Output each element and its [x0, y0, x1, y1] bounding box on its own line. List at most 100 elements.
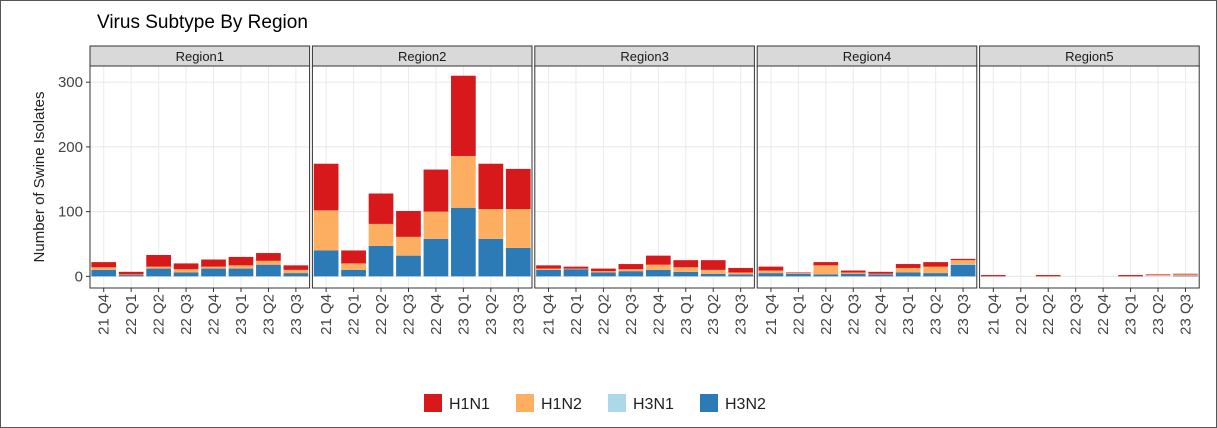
y-axis-label: Number of Swine Isolates [31, 92, 48, 263]
bar-segment [758, 273, 784, 277]
x-tick-label: 22 Q3 [178, 294, 195, 335]
bar-segment [118, 271, 144, 275]
bar-segment [313, 210, 339, 251]
bar-segment [645, 264, 671, 270]
panel [757, 66, 977, 288]
panel-border [534, 65, 755, 289]
x-tick-label: 23 Q1 [1123, 294, 1140, 335]
bar-segment [868, 273, 894, 275]
bar-segment [591, 268, 616, 272]
bar-segment [201, 268, 226, 277]
x-tick-label: 22 Q1 [568, 294, 585, 335]
bar-segment [341, 263, 366, 270]
bar-segment [786, 272, 811, 274]
bar-segment [840, 272, 866, 274]
x-tick-label: 23 Q1 [233, 294, 250, 335]
x-tick-label: 23 Q3 [510, 294, 527, 335]
x-tick-label: 21 Q4 [96, 294, 113, 335]
x-tick-label: 22 Q3 [1068, 294, 1085, 335]
bar-segment [313, 250, 339, 277]
bar-segment [1145, 275, 1171, 276]
chart-title: Virus Subtype By Region [97, 12, 308, 33]
facet-label: Region4 [843, 49, 891, 64]
x-tick-label: 23 Q3 [955, 294, 972, 335]
x-tick-label: 22 Q1 [1013, 294, 1030, 335]
bar-segment [505, 168, 531, 210]
bar-segment [451, 155, 476, 208]
bar-segment [396, 210, 421, 237]
x-tick-label: 22 Q1 [346, 294, 363, 335]
bar-segment [91, 267, 117, 270]
bar-segment [950, 264, 976, 265]
bar-segment [923, 262, 948, 267]
x-tick-label: 22 Q2 [595, 294, 612, 335]
bar-segment [423, 238, 449, 277]
y-tick-label: 200 [58, 139, 83, 156]
x-tick-label: 22 Q2 [1040, 294, 1057, 335]
legend-label: H1N1 [449, 396, 490, 413]
y-tick-label: 300 [58, 74, 83, 91]
bar-segment [1145, 275, 1171, 277]
panel-border [311, 65, 533, 289]
bar-segment [451, 207, 476, 277]
legend-swatch [608, 394, 626, 412]
bar-segment [478, 209, 504, 239]
x-tick-label: 22 Q1 [790, 294, 807, 335]
bar-segment [868, 274, 894, 277]
bar-segment [563, 268, 589, 270]
legend-label: H3N1 [633, 396, 674, 413]
legend-label: H3N2 [725, 396, 766, 413]
x-tick-label: 22 Q3 [400, 294, 417, 335]
x-tick-label: 23 Q2 [705, 294, 722, 335]
bar-segment [173, 269, 199, 273]
bar-segment [368, 193, 394, 224]
x-tick-label: 22 Q3 [845, 294, 862, 335]
bar-segment [618, 264, 644, 270]
bar-segment [91, 262, 117, 268]
panel-border [89, 65, 311, 289]
bar-segment [618, 271, 644, 277]
bar-segment [505, 247, 531, 277]
facet-label: Region5 [1065, 49, 1113, 64]
panel-border [979, 65, 1200, 289]
x-tick-label: 23 Q1 [455, 294, 472, 335]
x-tick-label: 23 Q2 [260, 294, 277, 335]
x-tick-label: 22 Q2 [818, 294, 835, 335]
bar-segment [840, 273, 866, 277]
bar-segment [283, 269, 309, 274]
x-tick-label: 22 Q1 [123, 294, 140, 335]
legend-swatch [424, 394, 442, 412]
bar-segment [673, 260, 699, 268]
bar-segment [505, 209, 531, 248]
bar-segment [813, 274, 839, 277]
x-tick-label: 22 Q4 [428, 294, 445, 335]
bar-segment [341, 269, 366, 277]
bar-segment [228, 268, 254, 277]
x-tick-label: 21 Q4 [763, 294, 780, 335]
bar-segment [396, 236, 421, 256]
bar-segment [91, 269, 117, 277]
bar-segment [1035, 275, 1061, 277]
bar-segment [618, 269, 644, 272]
x-tick-label: 21 Q4 [541, 294, 558, 335]
bar-segment [950, 258, 976, 261]
x-tick-label: 22 Q4 [206, 294, 223, 335]
y-tick-label: 100 [58, 204, 83, 221]
bar-segment [728, 267, 754, 273]
bar-segment [451, 75, 476, 156]
legend-swatch [516, 394, 534, 412]
bar-segment [478, 163, 504, 210]
facet-label: Region1 [176, 49, 224, 64]
bar-segment [283, 273, 309, 277]
bar-segment [813, 262, 839, 266]
bar-segment [1173, 273, 1198, 275]
x-tick-label: 21 Q4 [985, 294, 1002, 335]
bar-segment [758, 266, 784, 271]
bar-segment [868, 271, 894, 274]
bar-segment [423, 211, 449, 239]
bar-segment [173, 272, 199, 277]
bar-segment [118, 275, 144, 277]
bar-segment [228, 265, 254, 269]
bar-segment [950, 260, 976, 265]
